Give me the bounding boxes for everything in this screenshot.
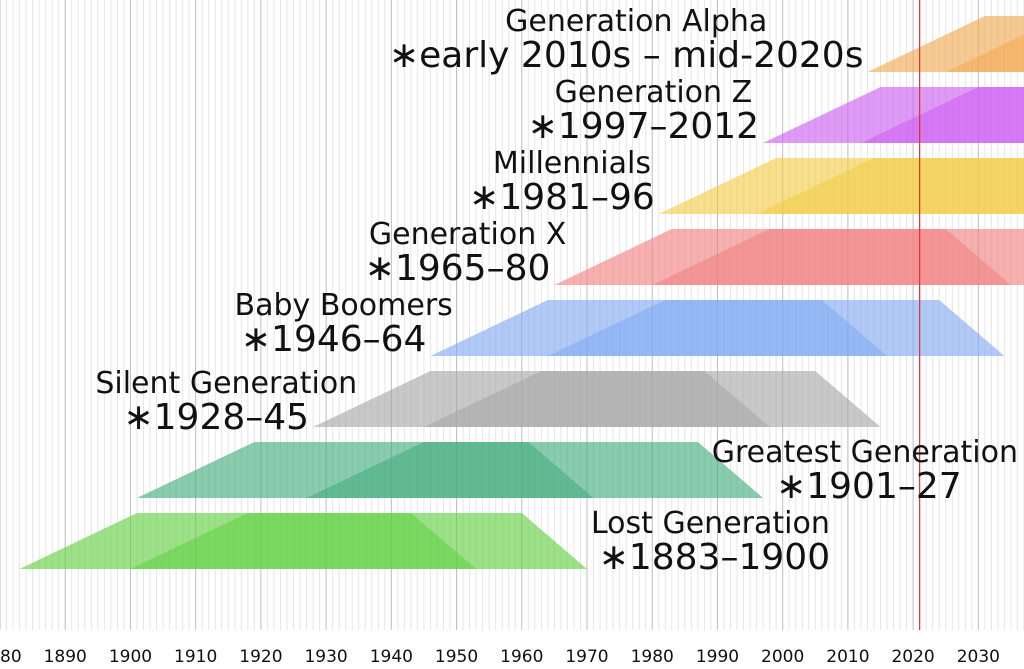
generation-name-label: Silent Generation <box>95 366 357 401</box>
x-tick-label: 2020 <box>891 647 934 667</box>
x-tick-label: 1890 <box>44 647 87 667</box>
x-tick-label: 1900 <box>109 647 152 667</box>
generation-years-label: ∗1901–27 <box>776 466 962 507</box>
x-tick-label: 1880 <box>0 647 22 667</box>
generation-bands <box>19 16 1024 569</box>
generation-core-area <box>652 229 1011 285</box>
generation-band <box>313 371 881 427</box>
generation-core-area <box>860 87 1024 143</box>
x-tick-label: 1950 <box>435 647 478 667</box>
generation-core-area <box>756 158 1024 214</box>
generation-band <box>867 16 1024 72</box>
generation-years-label: ∗1981–96 <box>469 177 655 218</box>
generation-band <box>554 229 1024 285</box>
generation-name-label: Lost Generation <box>591 506 830 541</box>
generation-name-label: Millennials <box>493 146 651 181</box>
x-tick-label: 1960 <box>500 647 543 667</box>
generation-years-label: ∗1946–64 <box>241 319 427 360</box>
generation-name-label: Generation Z <box>555 75 752 110</box>
generation-years-label: ∗early 2010s – mid-2020s <box>389 35 863 76</box>
x-tick-label: 1910 <box>174 647 217 667</box>
x-tick-label: 1970 <box>565 647 608 667</box>
generation-core-area <box>130 513 477 569</box>
generation-name-label: Generation Alpha <box>505 4 767 39</box>
generation-core-area <box>547 300 888 356</box>
generation-labels: Lost Generation∗1883–1900 Greatest Genera… <box>95 4 1018 578</box>
generation-band <box>430 300 1005 356</box>
x-tick-label: 1930 <box>304 647 347 667</box>
generation-years-label: ∗1997–2012 <box>528 106 759 147</box>
generation-years-label: ∗1883–1900 <box>599 537 830 578</box>
generation-band <box>763 87 1024 143</box>
x-axis-tick-labels: 1880 1890 1900 1910 1920 1930 1940 1950 1960 1970… <box>0 647 1000 667</box>
generation-core-area <box>945 34 1024 72</box>
x-tick-label: 2010 <box>826 647 869 667</box>
x-tick-label: 2000 <box>761 647 804 667</box>
generation-years-label: ∗1965–80 <box>365 248 551 289</box>
generation-name-label: Greatest Generation <box>712 435 1018 470</box>
generation-band <box>19 513 588 569</box>
generation-years-label: ∗1928–45 <box>123 397 309 438</box>
x-tick-label: 1920 <box>239 647 282 667</box>
generation-core-area <box>306 442 594 498</box>
generation-name-label: Generation X <box>369 217 566 252</box>
x-tick-label: 1940 <box>370 647 413 667</box>
generation-band <box>136 442 764 498</box>
x-tick-label: 1990 <box>696 647 739 667</box>
x-tick-label: 2030 <box>957 647 1000 667</box>
generation-name-label: Baby Boomers <box>235 288 453 323</box>
generation-core-area <box>423 371 770 427</box>
generation-band <box>658 158 1024 214</box>
x-tick-label: 1980 <box>631 647 674 667</box>
